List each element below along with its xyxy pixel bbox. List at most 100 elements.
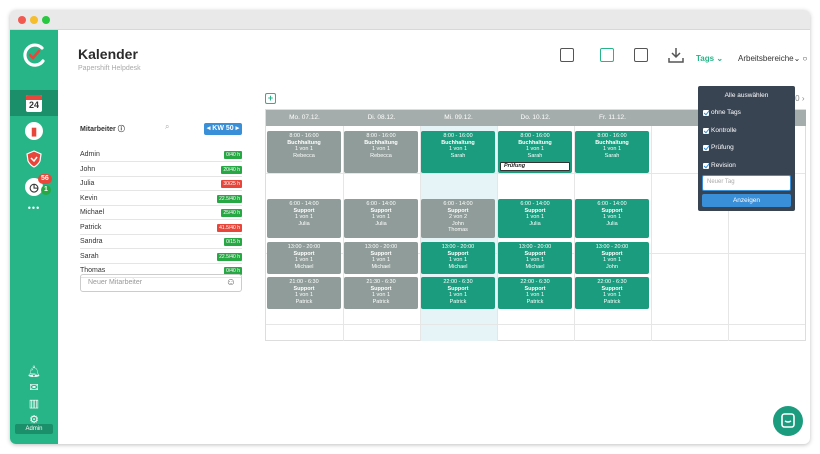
week-selector-button[interactable]: ◂ KW 50 ▸ — [204, 123, 242, 135]
sidebar-item-calendar[interactable]: 24 — [10, 90, 58, 116]
tag-option[interactable]: Prüfung — [703, 143, 734, 153]
shift-time: 6:00 - 14:00 — [443, 201, 473, 207]
gear-icon[interactable]: ⚙ — [29, 414, 39, 426]
shift-count: 2 von 2 — [448, 214, 468, 220]
shift-card[interactable]: 6:00 - 14:00 Support 1 von 1 Julia — [267, 199, 341, 238]
chart-icon[interactable]: ▥ — [28, 398, 40, 410]
shift-card[interactable]: 22:00 - 6:30 Support 1 von 1 Patrick — [575, 277, 649, 309]
shift-title: Buchhaltung — [364, 139, 398, 146]
employee-row[interactable]: Admin 0/40 h — [80, 148, 242, 162]
shift-card[interactable]: 6:00 - 14:00 Support 1 von 1 Julia — [344, 199, 418, 238]
smiley-icon[interactable]: ☺ — [225, 277, 236, 288]
close-window-button[interactable] — [18, 16, 26, 24]
select-all-option[interactable]: Alle auswählen — [724, 92, 769, 99]
tag-option[interactable]: Kontrolle — [703, 126, 737, 136]
employees-header-label: Mitarbeiter — [80, 126, 116, 133]
download-icon[interactable] — [668, 47, 684, 63]
shift-card[interactable]: 22:00 - 6:30 Support 1 von 1 Patrick — [421, 277, 495, 309]
shift-card[interactable]: 8:00 - 16:00 Buchhaltung 1 von 1 Rebecca — [267, 131, 341, 173]
shift-card[interactable]: 6:00 - 14:00 Support 2 von 2 John Thomas — [421, 199, 495, 238]
chat-button[interactable] — [773, 406, 803, 436]
info-icon[interactable]: ⓘ — [117, 126, 125, 133]
shift-card[interactable]: 22:00 - 6:30 Support 1 von 1 Patrick — [498, 277, 572, 309]
mail-icon[interactable]: ✉ — [29, 382, 39, 394]
sidebar-item-absences[interactable] — [10, 146, 58, 172]
tags-dropdown: Alle auswählen ohne Tags Kontrolle Prüfung… — [698, 86, 795, 211]
row-divider — [266, 173, 805, 174]
shift-employee: Michael — [371, 263, 391, 270]
employee-row[interactable]: Sandra 0/15 h — [80, 235, 242, 249]
employee-row[interactable]: John 20/40 h — [80, 163, 242, 177]
page-subtitle: Papershift Helpdesk — [78, 65, 141, 72]
search-icon[interactable]: ⌕ — [165, 122, 170, 131]
shift-card[interactable]: 13:00 - 20:00 Support 1 von 1 Michael — [421, 242, 495, 274]
checkbox-checked-icon[interactable] — [703, 145, 709, 151]
new-employee-input[interactable]: Neuer Mitarbeiter ☺ — [80, 274, 242, 292]
column-divider — [574, 126, 575, 341]
more-icon[interactable]: ••• — [27, 203, 41, 213]
shift-card[interactable]: 6:00 - 14:00 Support 1 von 1 Julia — [575, 199, 649, 238]
minimize-window-button[interactable] — [30, 16, 38, 24]
shift-title: Support — [293, 250, 315, 257]
sidebar-item-time-tracking[interactable]: ◷ 56 1 — [10, 174, 58, 200]
shift-card[interactable]: 13:00 - 20:00 Support 1 von 1 John — [575, 242, 649, 274]
employee-row[interactable]: Patrick 41.5/40 h — [80, 221, 242, 235]
shift-count: 1 von 1 — [525, 214, 545, 220]
show-button[interactable]: Anzeigen — [702, 194, 791, 207]
admin-button[interactable]: Admin — [15, 424, 53, 434]
shift-employee: Michael — [294, 263, 314, 270]
shift-employee: Julia — [298, 220, 310, 227]
shift-count: 1 von 1 — [525, 292, 545, 298]
employee-icon: ▮ — [25, 122, 43, 140]
checkbox-checked-icon[interactable] — [703, 162, 709, 169]
add-shift-button[interactable]: + — [265, 93, 276, 104]
tag-option[interactable]: Revision — [703, 161, 736, 171]
shift-count: 1 von 1 — [294, 146, 314, 152]
shift-time: 8:00 - 16:00 — [366, 133, 396, 139]
calendar-day-view-icon[interactable] — [560, 48, 574, 62]
shift-employee: Michael — [525, 263, 545, 270]
shift-title: Support — [447, 207, 469, 214]
shift-title: Support — [524, 285, 546, 292]
tag-option-label: Kontrolle — [711, 126, 737, 134]
shift-card[interactable]: 21:30 - 6:30 Support 1 von 1 Patrick — [344, 277, 418, 309]
checkbox-checked-icon[interactable] — [703, 110, 709, 116]
checkbox-checked-icon[interactable] — [703, 127, 709, 134]
shift-card[interactable]: 8:00 - 16:00 Buchhaltung 1 von 1 Sarah — [575, 131, 649, 173]
shift-card[interactable]: 6:00 - 14:00 Support 1 von 1 Julia — [498, 199, 572, 238]
shift-card[interactable]: 13:00 - 20:00 Support 1 von 1 Michael — [344, 242, 418, 274]
employee-row[interactable]: Julia 30/25 h — [80, 177, 242, 191]
bell-icon[interactable]: 🔔︎ — [27, 366, 41, 378]
chevron-right-icon[interactable]: › — [801, 94, 805, 103]
shift-card[interactable]: 13:00 - 20:00 Support 1 von 1 Michael — [267, 242, 341, 274]
shift-time: 21:00 - 6:30 — [289, 279, 319, 285]
app-logo-icon[interactable] — [21, 42, 47, 68]
shift-card[interactable]: 13:00 - 20:00 Support 1 von 1 Michael — [498, 242, 572, 274]
employee-name: Sarah — [80, 252, 99, 260]
shift-card[interactable]: 21:00 - 6:30 Support 1 von 1 Patrick — [267, 277, 341, 309]
maximize-window-button[interactable] — [42, 16, 50, 24]
shift-card[interactable]: 8:00 - 16:00 Buchhaltung 1 von 1 Rebecca — [344, 131, 418, 173]
areas-label: Arbeitsbereiche — [738, 54, 794, 63]
employee-row[interactable]: Kevin 22.5/40 h — [80, 192, 242, 206]
areas-filter-button[interactable]: Arbeitsbereiche⌄ ○ — [738, 54, 807, 63]
sidebar: 24 ▮ ◷ 56 1 ••• 🔔︎ ✉ ▥ ⚙ Admin — [10, 30, 58, 444]
shift-card[interactable]: 8:00 - 16:00 Buchhaltung 1 von 1 Sarah — [421, 131, 495, 173]
shift-count: 1 von 1 — [602, 146, 622, 152]
employee-name: Thomas — [80, 267, 106, 274]
chat-icon — [781, 413, 795, 428]
employee-row[interactable]: Michael 25/40 h — [80, 206, 242, 220]
tag-option-label: Prüfung — [711, 144, 734, 151]
sidebar-item-employees[interactable]: ▮ — [10, 118, 58, 144]
shift-title: Buchhaltung — [441, 139, 475, 146]
tags-filter-button[interactable]: Tags ⌄ — [696, 54, 723, 63]
shift-card[interactable]: 8:00 - 16:00 Buchhaltung 1 von 1 Sarah Prüfu… — [498, 131, 572, 173]
calendar-delete-icon[interactable] — [634, 48, 648, 62]
employee-row[interactable]: Sarah 22.5/40 h — [80, 250, 242, 264]
shift-count: 1 von 1 — [525, 257, 545, 263]
tag-option[interactable]: ohne Tags — [703, 108, 741, 118]
employee-row[interactable]: Thomas 0/40 h — [80, 264, 242, 278]
calendar-week-view-icon[interactable] — [600, 48, 614, 62]
new-tag-input[interactable]: Neuer Tag — [702, 175, 791, 191]
shift-employee: Michael — [448, 263, 468, 270]
